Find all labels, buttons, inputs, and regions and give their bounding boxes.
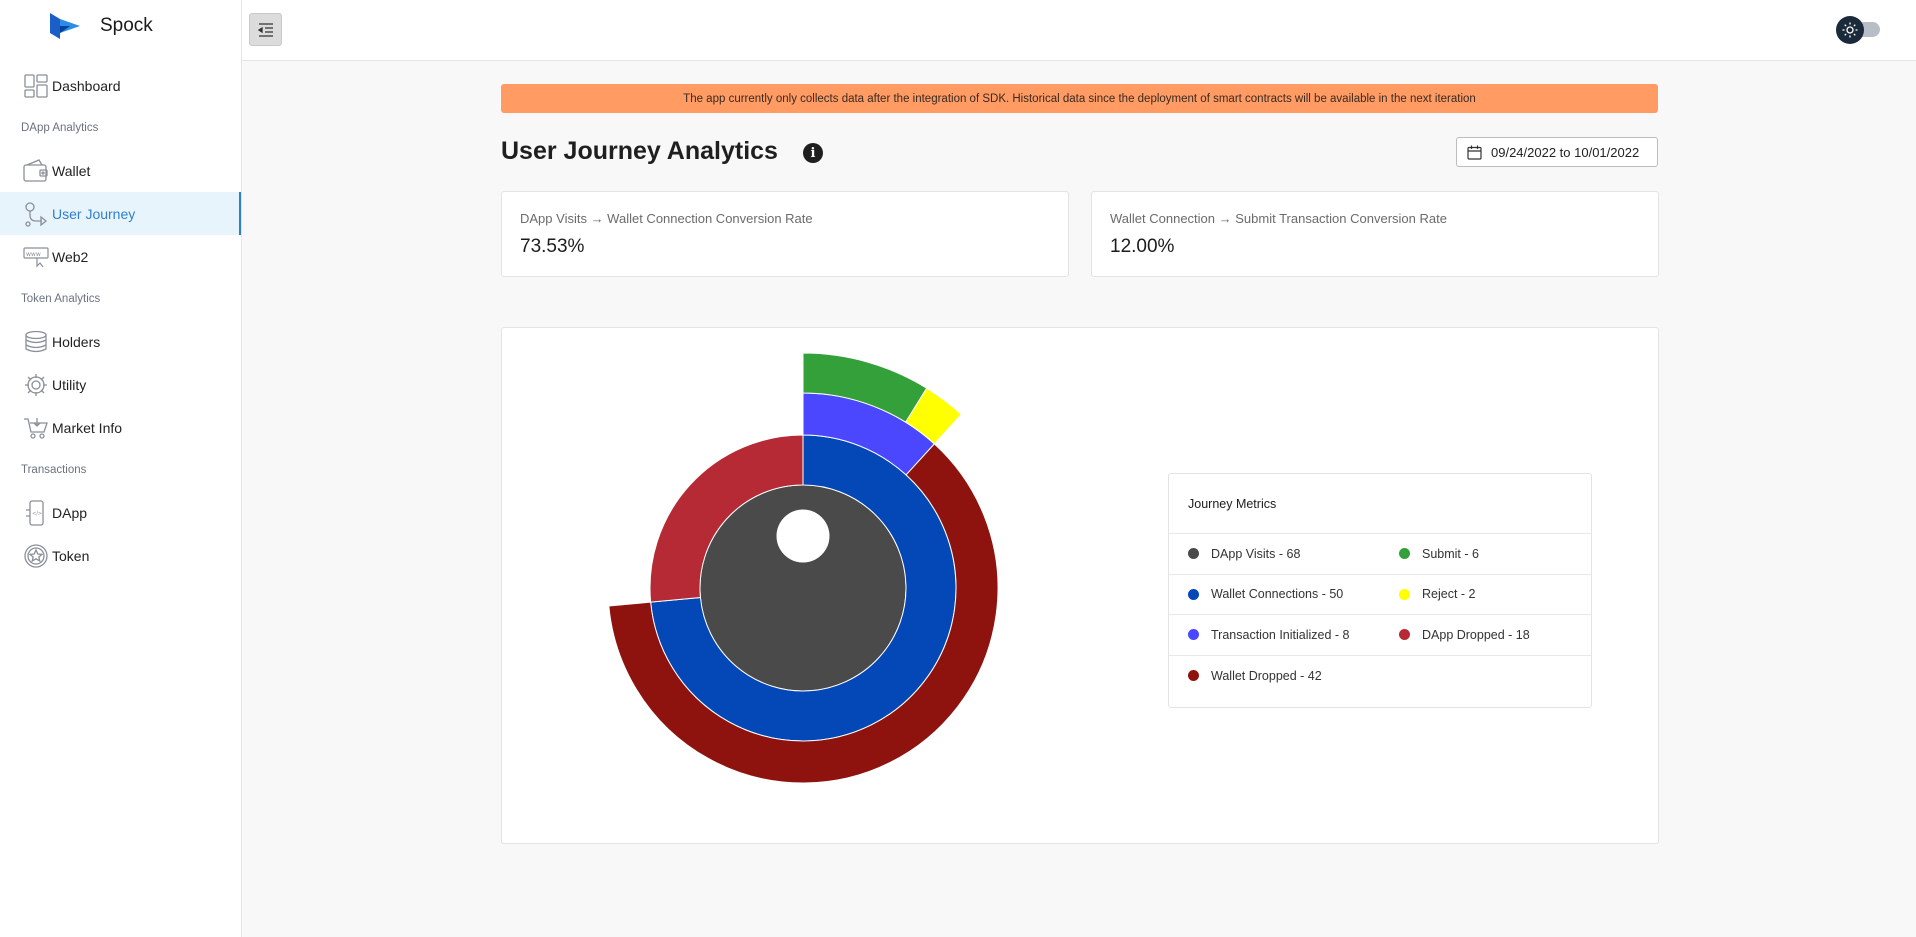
topbar bbox=[242, 0, 1916, 61]
sidebar-item-label: Holders bbox=[52, 333, 101, 350]
sidebar-item-label: Market Info bbox=[52, 419, 123, 436]
menu-toggle-button[interactable] bbox=[249, 13, 282, 46]
brand[interactable]: Spock bbox=[0, 0, 241, 52]
sidebar-item-web2[interactable]: www Web2 bbox=[0, 235, 241, 278]
legend-item-dapp-dropped[interactable]: DApp Dropped - 18 bbox=[1399, 628, 1530, 642]
indent-menu-icon bbox=[257, 22, 273, 37]
sidebar-item-label: DApp bbox=[52, 504, 88, 521]
journey-metrics-legend: Journey Metrics DApp Visits - 68 Submit … bbox=[1168, 473, 1592, 708]
legend-item-dapp-visits[interactable]: DApp Visits - 68 bbox=[1188, 547, 1300, 561]
sidebar-section-token-analytics: Token Analytics bbox=[21, 293, 101, 305]
legend-label: Wallet Dropped - 42 bbox=[1211, 668, 1322, 683]
sidebar-item-label: Web2 bbox=[52, 248, 89, 265]
legend-label: Wallet Connections - 50 bbox=[1211, 587, 1344, 602]
coins-icon bbox=[22, 328, 50, 356]
legend-dot bbox=[1399, 629, 1410, 641]
journey-icon bbox=[22, 200, 50, 228]
page-title: User Journey Analytics bbox=[501, 137, 778, 165]
sidebar-item-dashboard[interactable]: Dashboard bbox=[0, 64, 241, 107]
sidebar-item-label: Wallet bbox=[52, 162, 91, 179]
metric-card-wallet-to-submit: Wallet Connection → Submit Transaction C… bbox=[1091, 191, 1659, 277]
sidebar-item-label: Token bbox=[52, 547, 90, 564]
sidebar-section-transactions: Transactions bbox=[21, 464, 87, 476]
sidebar-item-utility[interactable]: Utility bbox=[0, 363, 241, 406]
theme-toggle-knob bbox=[1836, 16, 1864, 44]
metric-value: 73.53% bbox=[520, 236, 585, 257]
sidebar: Spock Dashboard DApp Analytics Wallet Us… bbox=[0, 0, 242, 937]
calendar-icon bbox=[1467, 145, 1482, 160]
legend-dot bbox=[1188, 670, 1199, 682]
sidebar-item-market-info[interactable]: Market Info bbox=[0, 406, 241, 449]
phone-icon: </> bbox=[22, 499, 50, 527]
legend-dot bbox=[1399, 588, 1410, 600]
legend-dot bbox=[1188, 548, 1199, 560]
sidebar-item-label: Dashboard bbox=[52, 77, 121, 94]
legend-row: Transaction Initialized - 8 DApp Dropped… bbox=[1169, 615, 1591, 656]
metric-label: Wallet Connection → Submit Transaction C… bbox=[1110, 211, 1447, 226]
svg-text:</>: </> bbox=[32, 511, 42, 517]
legend-title: Journey Metrics bbox=[1169, 474, 1591, 534]
legend-row: Wallet Dropped - 42 bbox=[1169, 656, 1591, 697]
legend-label: Reject - 2 bbox=[1422, 587, 1476, 602]
sidebar-section-dapp-analytics: DApp Analytics bbox=[21, 122, 99, 134]
date-range-picker[interactable]: 09/24/2022 to 10/01/2022 bbox=[1456, 137, 1658, 167]
token-icon bbox=[22, 542, 50, 570]
theme-toggle[interactable] bbox=[1836, 16, 1884, 44]
sidebar-item-wallet[interactable]: Wallet bbox=[0, 149, 241, 192]
sidebar-item-user-journey[interactable]: User Journey bbox=[0, 192, 241, 235]
legend-dot bbox=[1188, 629, 1199, 641]
legend-dot bbox=[1399, 548, 1410, 560]
legend-item-submit[interactable]: Submit - 6 bbox=[1399, 547, 1479, 561]
sun-icon bbox=[1842, 22, 1858, 38]
metric-value: 12.00% bbox=[1110, 236, 1175, 257]
legend-label: Submit - 6 bbox=[1422, 546, 1479, 561]
legend-row: Wallet Connections - 50 Reject - 2 bbox=[1169, 575, 1591, 615]
metric-card-visit-to-wallet: DApp Visits → Wallet Connection Conversi… bbox=[501, 191, 1069, 277]
sidebar-item-token[interactable]: Token bbox=[0, 534, 241, 577]
sidebar-item-holders[interactable]: Holders bbox=[0, 320, 241, 363]
sidebar-item-label: User Journey bbox=[52, 205, 136, 222]
brand-name: Spock bbox=[100, 15, 153, 36]
legend-row: DApp Visits - 68 Submit - 6 bbox=[1169, 534, 1591, 575]
legend-item-wallet-dropped[interactable]: Wallet Dropped - 42 bbox=[1188, 669, 1322, 683]
sidebar-item-dapp[interactable]: </> DApp bbox=[0, 491, 241, 534]
sdk-notice-banner: The app currently only collects data aft… bbox=[501, 84, 1658, 113]
legend-label: DApp Dropped - 18 bbox=[1422, 627, 1530, 642]
metric-label: DApp Visits → Wallet Connection Conversi… bbox=[520, 211, 813, 226]
wallet-icon bbox=[22, 157, 50, 185]
svg-text:www: www bbox=[26, 251, 41, 258]
date-range-label: 09/24/2022 to 10/01/2022 bbox=[1491, 144, 1640, 160]
legend-label: Transaction Initialized - 8 bbox=[1211, 627, 1350, 642]
legend-item-wallet-connections[interactable]: Wallet Connections - 50 bbox=[1188, 587, 1343, 601]
info-icon[interactable]: i bbox=[803, 143, 823, 163]
dashboard-icon bbox=[22, 72, 50, 100]
legend-label: DApp Visits - 68 bbox=[1211, 546, 1301, 561]
gear-icon bbox=[22, 371, 50, 399]
legend-item-transaction-initialized[interactable]: Transaction Initialized - 8 bbox=[1188, 628, 1350, 642]
sidebar-item-label: Utility bbox=[52, 376, 87, 393]
web2-icon: www bbox=[22, 243, 50, 271]
legend-dot bbox=[1188, 588, 1199, 600]
cart-icon bbox=[22, 414, 50, 442]
legend-item-reject[interactable]: Reject - 2 bbox=[1399, 587, 1476, 601]
spock-logo bbox=[50, 13, 80, 39]
